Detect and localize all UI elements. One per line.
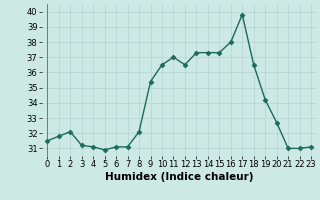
X-axis label: Humidex (Indice chaleur): Humidex (Indice chaleur) (105, 172, 253, 182)
